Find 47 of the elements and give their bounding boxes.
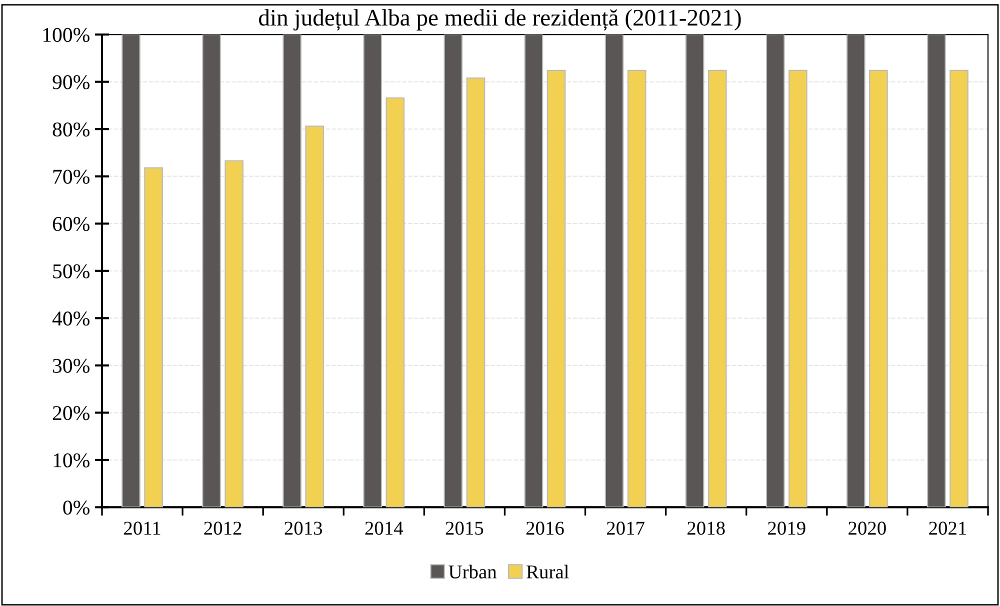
- y-tick-label: 100%: [43, 28, 90, 42]
- bar: [224, 160, 244, 508]
- chart-title: din județul Alba pe medii de rezidență (2011-2021): [259, 9, 741, 30]
- bar: [788, 70, 808, 508]
- y-tick-label: 80%: [52, 122, 90, 137]
- x-tick-label: 2016: [526, 522, 564, 535]
- x-tick-label: 2013: [284, 522, 322, 535]
- x-tick-label: 2017: [606, 522, 644, 535]
- x-tick-label: 2012: [204, 522, 242, 535]
- bar: [627, 70, 646, 508]
- y-tick-label: 10%: [54, 453, 90, 468]
- bar: [305, 126, 324, 508]
- x-tick-label: 2021: [929, 522, 966, 535]
- x-tick-label: 2018: [688, 522, 725, 535]
- y-tick-label: 60%: [52, 216, 90, 232]
- bar: [685, 34, 704, 508]
- bar: [546, 70, 566, 508]
- y-tick-label: 0%: [63, 500, 90, 515]
- bar: [122, 34, 140, 508]
- y-tick-label: 50%: [53, 264, 90, 278]
- bar: [869, 70, 888, 508]
- bar: [363, 34, 382, 508]
- x-tick-label: 2019: [768, 522, 806, 535]
- y-tick-label: 70%: [53, 170, 90, 184]
- x-tick-label: 2011: [124, 522, 160, 535]
- bar: [444, 34, 463, 508]
- y-tick-label: 30%: [53, 358, 90, 373]
- bar: [846, 34, 866, 508]
- bar: [282, 34, 302, 508]
- legend-label: Rural: [526, 564, 569, 578]
- bar: [466, 77, 486, 508]
- y-tick-label: 40%: [52, 312, 90, 326]
- bar: [708, 70, 727, 508]
- bar: [202, 34, 221, 508]
- bar: [144, 167, 163, 508]
- y-tick-label: 90%: [52, 75, 90, 90]
- bar: [524, 34, 544, 508]
- x-tick-label: 2015: [446, 522, 484, 535]
- legend-label: Urban: [448, 564, 497, 578]
- x-tick-label: 2020: [848, 522, 886, 535]
- bar: [950, 70, 968, 508]
- bar: [604, 34, 624, 508]
- bar: [927, 34, 946, 508]
- bar: [386, 97, 405, 508]
- bar: [766, 34, 785, 508]
- x-tick-label: 2014: [365, 522, 404, 535]
- y-tick-label: 20%: [52, 406, 90, 420]
